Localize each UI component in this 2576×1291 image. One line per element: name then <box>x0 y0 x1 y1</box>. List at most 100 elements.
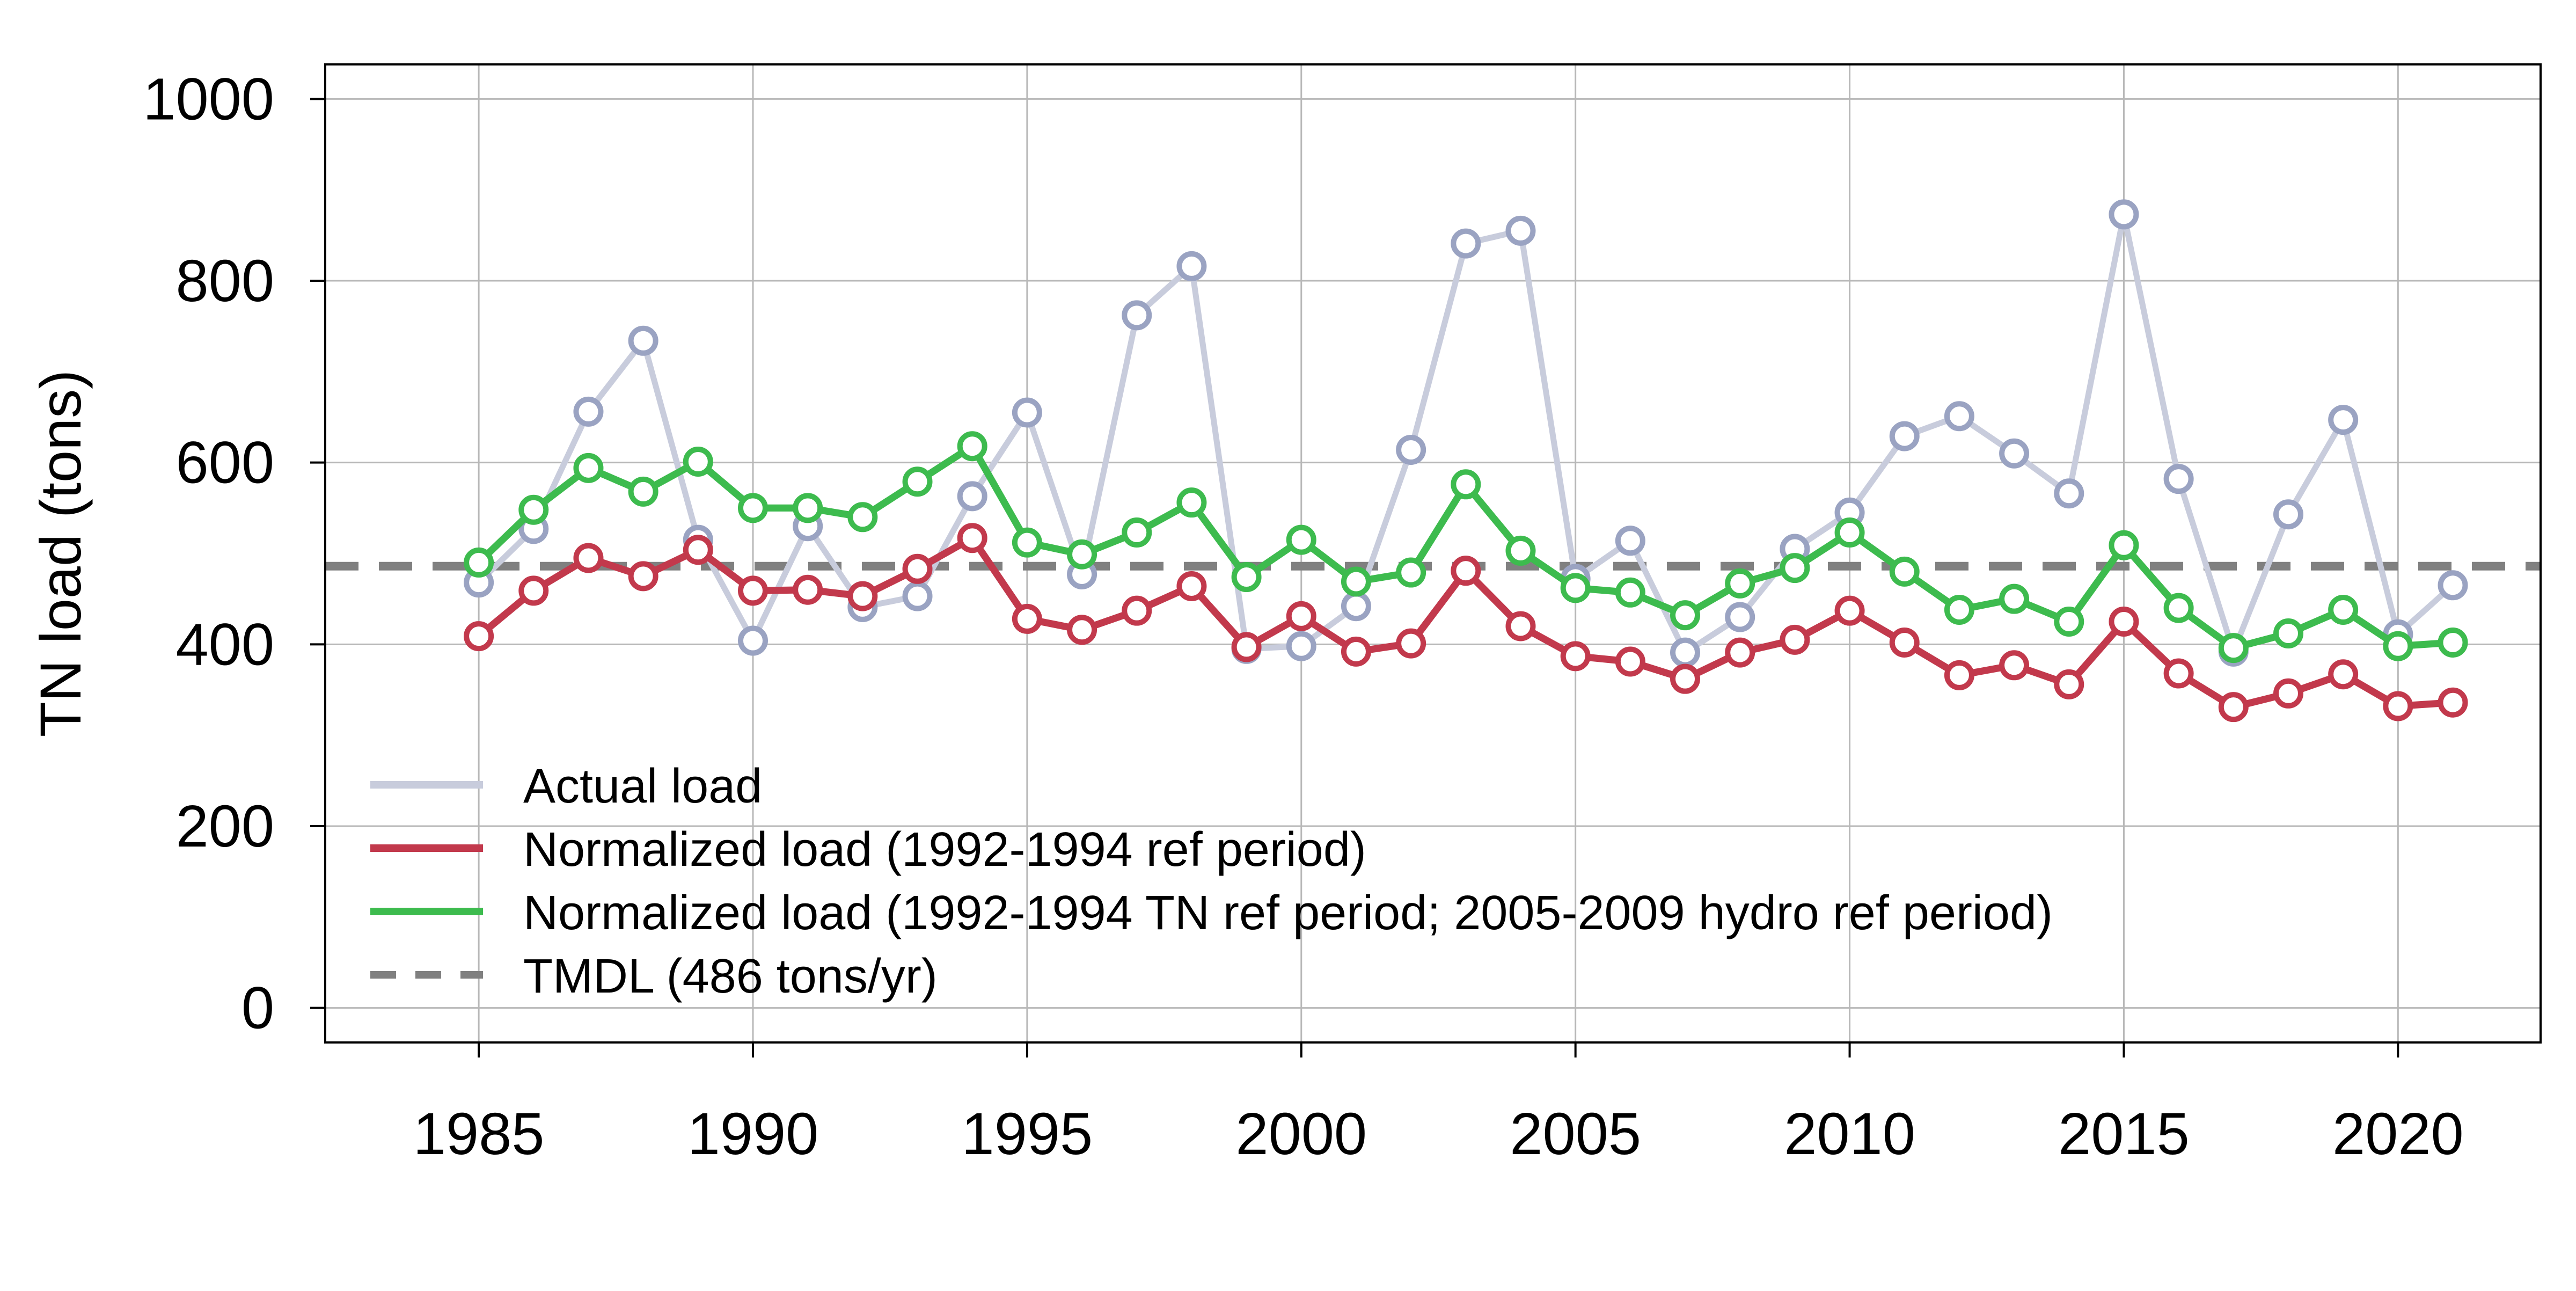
normalized-load-hydro-point <box>1451 469 1481 500</box>
actual-load-point <box>1451 228 1481 259</box>
actual-load-point <box>1999 438 2030 469</box>
legend-normalized-load-hydro-label: Normalized load (1992-1994 TN ref period… <box>523 886 2053 940</box>
normalized-load-point <box>1176 571 1207 601</box>
actual-load-point <box>628 325 658 356</box>
normalized-load-point <box>1889 627 1920 658</box>
axes: 1985 1990 1995 2000 2005 2010 2015 2020 0 200 400 6… <box>143 66 2463 1167</box>
normalized-load-point <box>2383 691 2413 721</box>
normalized-load-hydro-point <box>847 502 878 533</box>
normalized-load-hydro-point <box>1889 556 1920 587</box>
normalized-load-point <box>2054 669 2084 699</box>
x-tick-label: 1990 <box>687 1101 819 1167</box>
actual-load-point <box>2163 464 2194 494</box>
y-axis-title: TN load (tons) <box>28 370 93 737</box>
y-tick-label: 400 <box>175 611 274 677</box>
normalized-load-hydro-point <box>1725 568 1755 599</box>
normalized-load-hydro-point <box>573 453 604 483</box>
normalized-load-point <box>1286 601 1316 631</box>
actual-load-point <box>2438 570 2468 601</box>
normalized-load-hydro-point <box>464 547 494 578</box>
normalized-load-point <box>464 621 494 652</box>
y-tick-label: 0 <box>241 975 274 1041</box>
x-tick-label: 2020 <box>2332 1101 2464 1167</box>
normalized-load-point <box>1780 624 1810 655</box>
normalized-load-point <box>1122 595 1152 626</box>
normalized-load-point <box>1067 615 1097 645</box>
plot-frame <box>324 63 2542 1044</box>
actual-load-point <box>737 625 768 656</box>
normalized-load-hydro-point <box>1176 487 1207 518</box>
normalized-load-point <box>2109 606 2139 637</box>
normalized-load-hydro-point <box>2109 530 2139 560</box>
normalized-load-point <box>1560 641 1591 672</box>
normalized-load-point <box>2163 658 2194 689</box>
normalized-load-hydro-point <box>1396 557 1426 588</box>
normalized-load-hydro-point <box>2438 627 2468 658</box>
normalized-load-point <box>1944 660 1974 690</box>
actual-load-point <box>902 581 933 611</box>
actual-load-point <box>2054 478 2084 509</box>
normalized-load-hydro-point <box>1286 524 1316 555</box>
actual-load-point <box>1615 526 1645 556</box>
normalized-load-point <box>1505 611 1536 641</box>
y-tick-label: 1000 <box>143 66 274 132</box>
x-tick-label: 1985 <box>413 1101 545 1167</box>
normalized-load-hydro-point <box>518 494 549 525</box>
actual-load-point <box>1341 591 1371 622</box>
normalized-load-hydro-point <box>2054 606 2084 637</box>
x-tick-label: 2015 <box>2058 1101 2190 1167</box>
normalized-load-point <box>1396 628 1426 659</box>
normalized-load-hydro-point <box>628 476 658 507</box>
normalized-load-hydro-point <box>1999 583 2030 614</box>
actual-load-point <box>1176 251 1207 281</box>
actual-load-point <box>2328 405 2359 435</box>
normalized-load-point <box>1231 632 1262 662</box>
normalized-load-point <box>1725 637 1755 668</box>
normalized-load-hydro-point <box>2328 594 2359 625</box>
actual-load-point <box>1012 397 1042 428</box>
normalized-load-point <box>1670 663 1701 694</box>
normalized-load-hydro-point <box>957 431 987 462</box>
actual-load-point <box>957 481 987 512</box>
normalized-load-point <box>1341 636 1371 667</box>
actual-load-point <box>1670 637 1701 668</box>
legend-tmdl-label: TMDL (486 tons/yr) <box>523 950 938 1003</box>
normalized-load-hydro-point <box>1560 573 1591 603</box>
normalized-load-point <box>2273 678 2303 709</box>
normalized-load-hydro-point <box>1670 600 1701 631</box>
actual-load-point <box>573 396 604 427</box>
legend-actual-load-label: Actual load <box>523 760 762 813</box>
actual-load-point <box>1725 602 1755 632</box>
x-tick-label: 2005 <box>1510 1101 1641 1167</box>
normalized-load-hydro-point <box>1834 517 1865 548</box>
normalized-load-hydro-point <box>1231 562 1262 593</box>
normalized-load-point <box>1999 650 2030 681</box>
normalized-load-hydro-point <box>2163 593 2194 623</box>
normalized-load-hydro-point <box>1944 594 1974 625</box>
normalized-load-point <box>1012 603 1042 634</box>
normalized-load-point <box>2328 659 2359 690</box>
normalized-load-point <box>2218 692 2249 723</box>
normalized-load-hydro-point <box>737 493 768 523</box>
x-tick-label: 2010 <box>1784 1101 1915 1167</box>
normalized-load-point <box>1615 646 1645 677</box>
x-tick-label: 2000 <box>1235 1101 1367 1167</box>
normalized-load-point <box>2438 687 2468 718</box>
actual-load-point <box>1505 215 1536 246</box>
normalized-load-point <box>902 553 933 584</box>
normalized-load-point <box>628 561 658 592</box>
actual-load-point <box>1944 401 1974 432</box>
normalized-load-hydro-point <box>1615 577 1645 608</box>
actual-load-point <box>1286 631 1316 661</box>
normalized-load-point <box>847 581 878 611</box>
x-tick-label: 1995 <box>962 1101 1093 1167</box>
normalized-load-hydro-point <box>683 446 713 477</box>
y-tick-label: 200 <box>175 793 274 859</box>
normalized-load-hydro-point <box>2218 633 2249 663</box>
normalized-load-point <box>1834 595 1865 626</box>
normalized-load-hydro-point <box>1122 517 1152 548</box>
normalized-load-hydro-point <box>902 466 933 497</box>
normalized-load-hydro-point <box>1505 535 1536 566</box>
